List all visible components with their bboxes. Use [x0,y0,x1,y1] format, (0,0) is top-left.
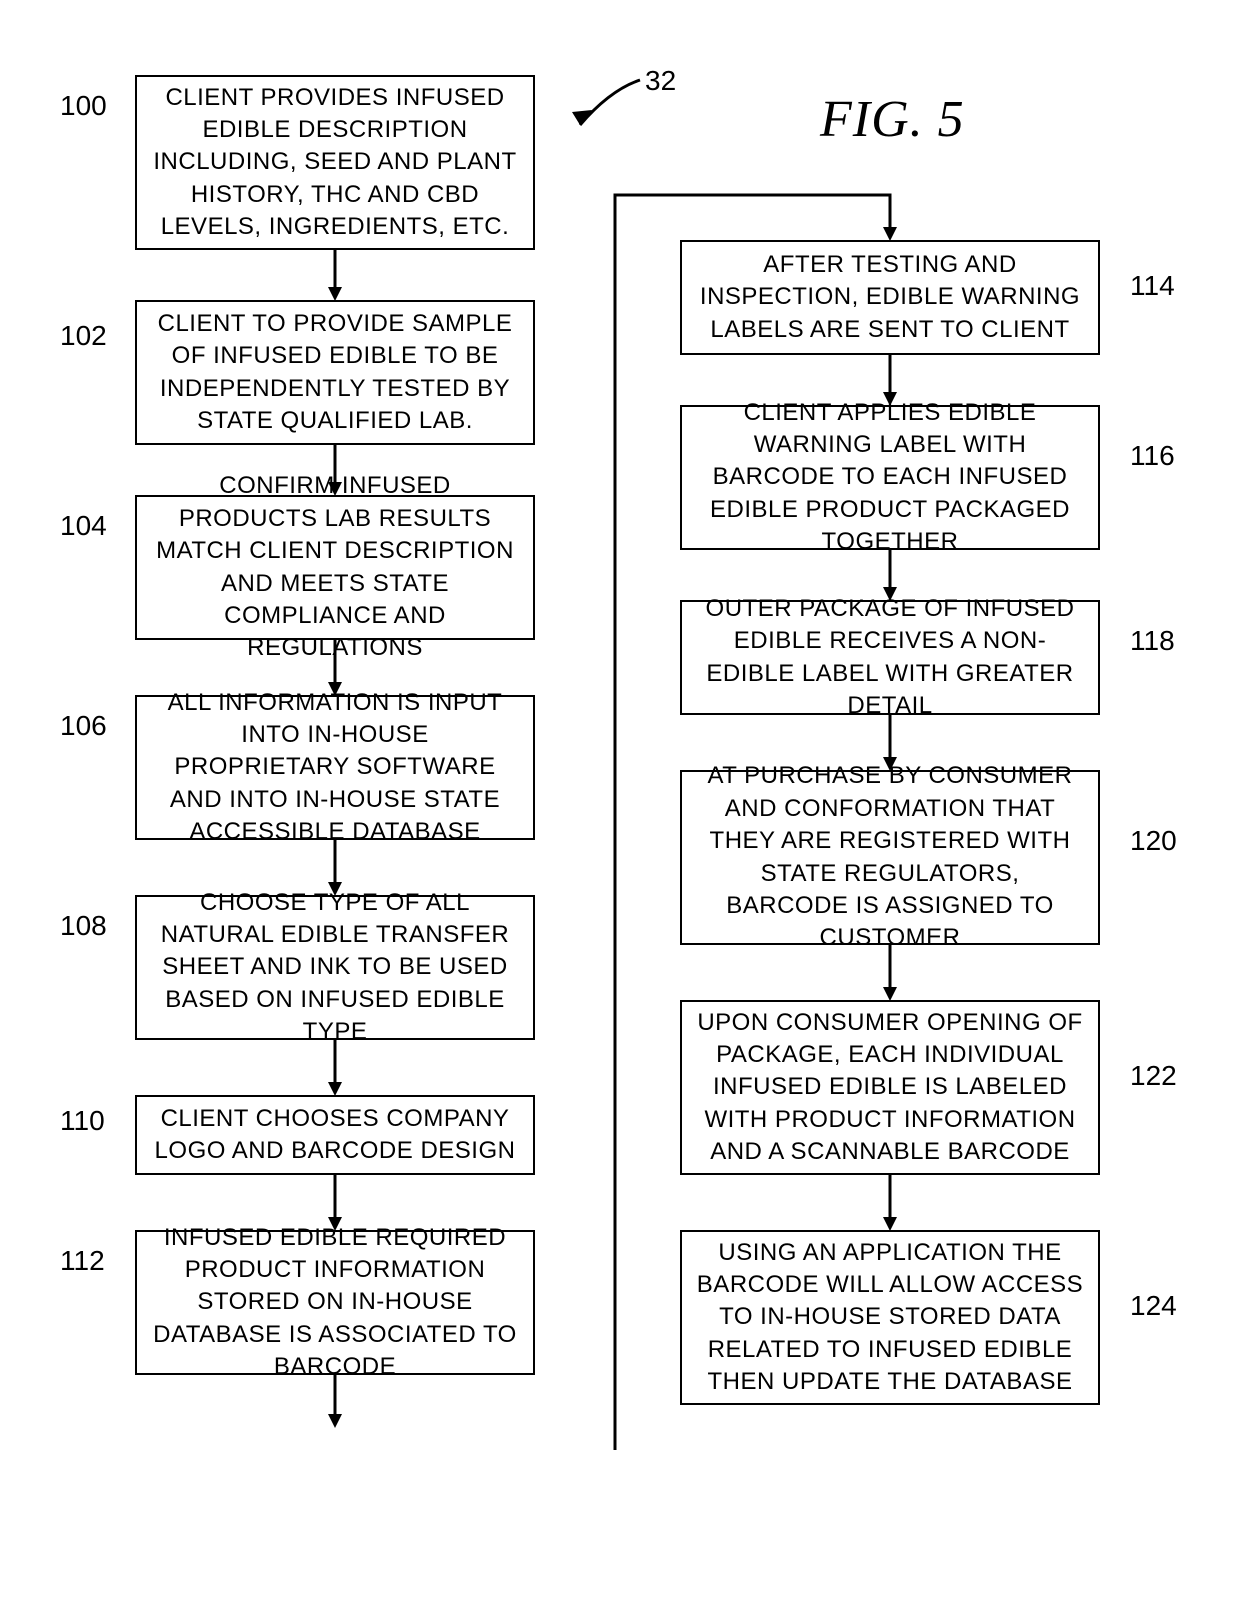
flow-connectors [0,0,1240,1598]
